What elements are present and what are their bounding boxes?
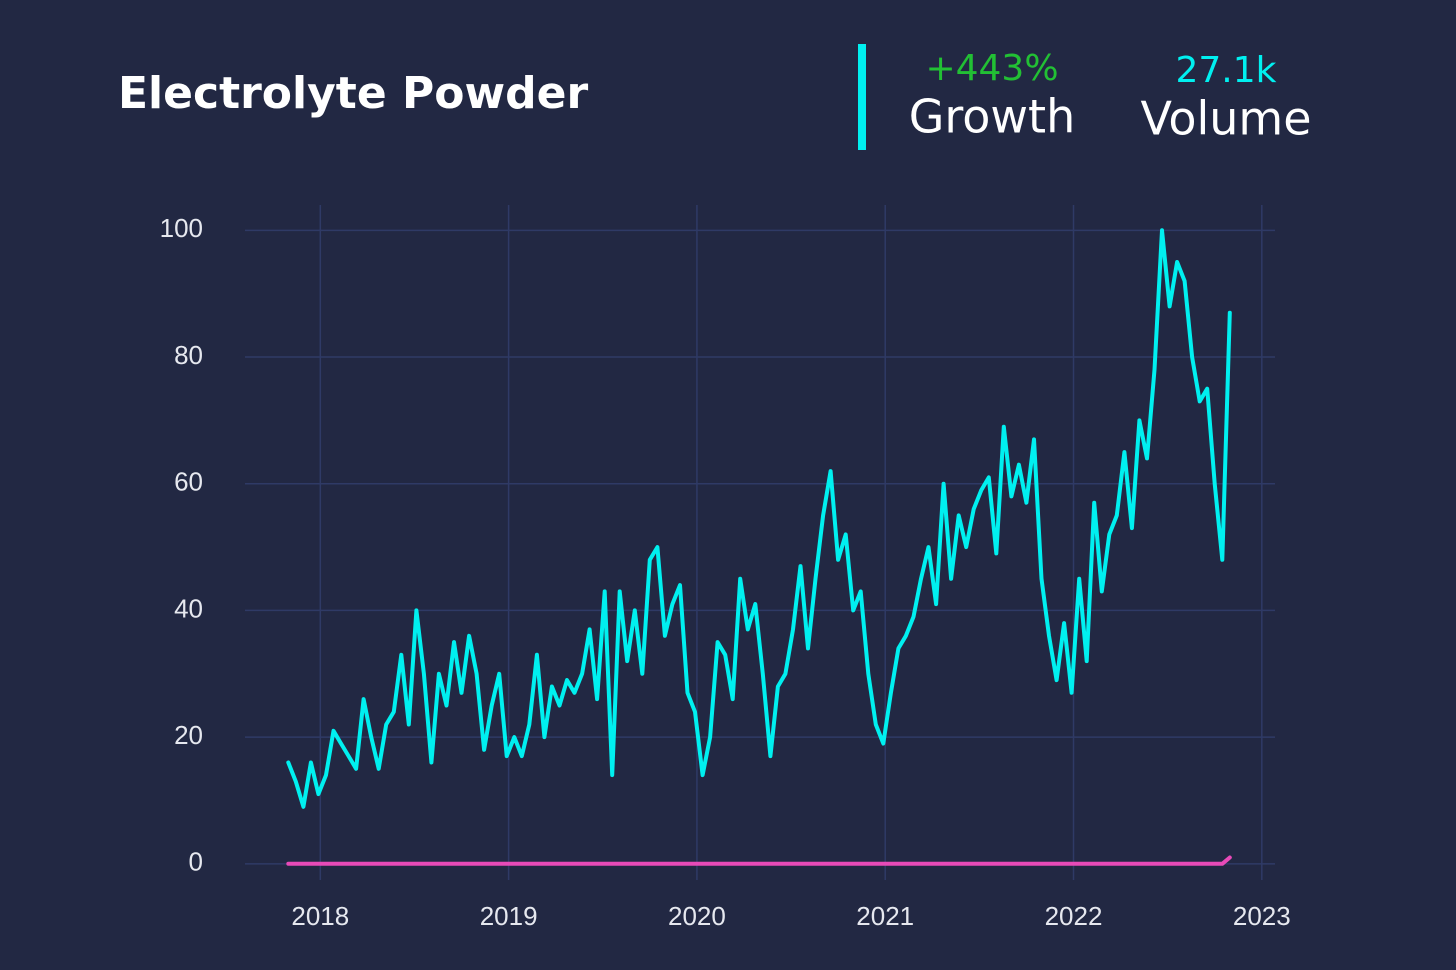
- chart-title: Electrolyte Powder: [118, 68, 588, 119]
- y-tick-label: 40: [174, 593, 203, 623]
- line: [286, 228, 1232, 809]
- y-tick-label: 20: [174, 720, 203, 750]
- y-tick-label: 60: [174, 467, 203, 497]
- y-tick-label: 0: [189, 847, 203, 877]
- divider: [858, 44, 866, 150]
- x-tick-label: 2018: [291, 901, 349, 931]
- x-tick-label: 2023: [1233, 901, 1291, 931]
- y-tick-label: 100: [160, 213, 203, 243]
- volume-value: 27.1k: [1175, 50, 1276, 91]
- x-tick-label: 2021: [856, 901, 914, 931]
- y-tick-label: 80: [174, 340, 203, 370]
- volume-label: Volume: [1140, 92, 1311, 146]
- growth-value: +443%: [925, 48, 1058, 89]
- line: [286, 855, 1232, 866]
- x-tick-label: 2020: [668, 901, 726, 931]
- x-tick-label: 2022: [1045, 901, 1103, 931]
- x-tick-label: 2019: [480, 901, 538, 931]
- growth-label: Growth: [909, 90, 1076, 144]
